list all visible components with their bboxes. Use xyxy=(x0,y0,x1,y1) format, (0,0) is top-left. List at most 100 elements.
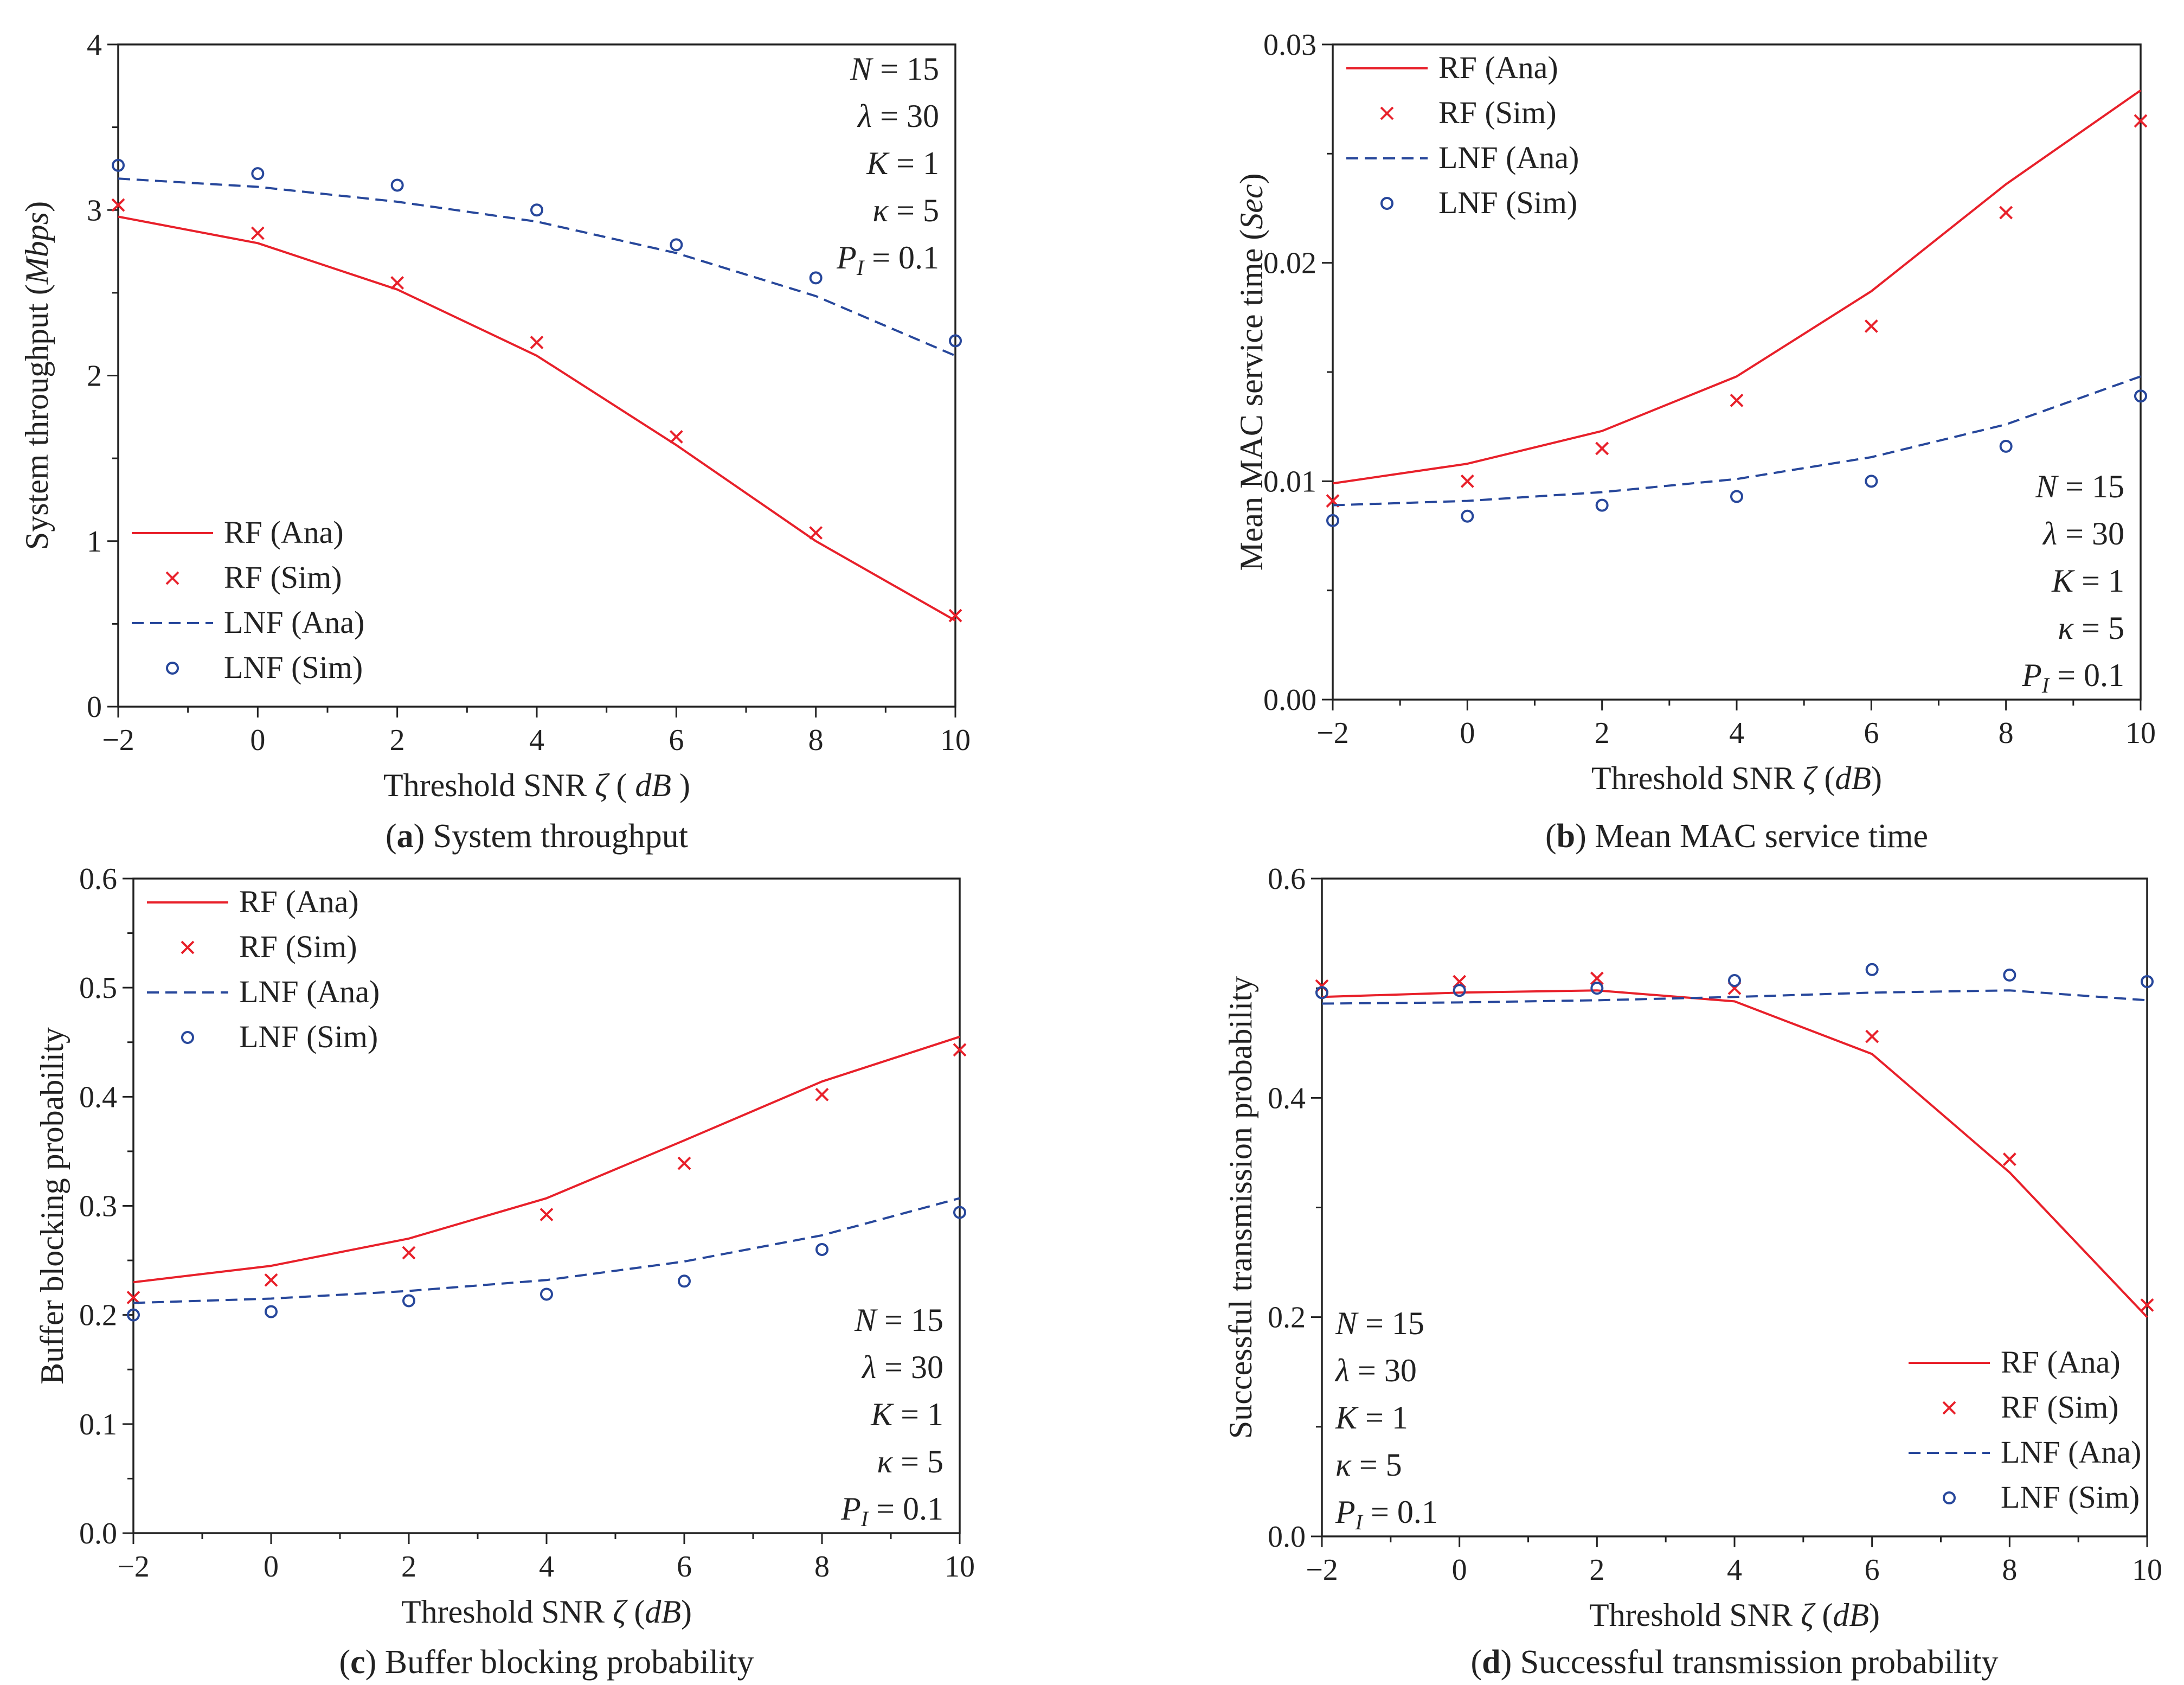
x-tick-label: −2 xyxy=(102,723,134,757)
x-axis-label: Threshold SNR ζ (dB) xyxy=(401,1594,692,1630)
rf-sim-marker xyxy=(1595,441,1609,456)
lnf-sim-marker xyxy=(2134,389,2147,403)
legend-label: LNF (Ana) xyxy=(224,605,364,640)
rf-sim-marker-stroke-b xyxy=(948,608,962,623)
lnf-sim-marker xyxy=(265,1305,278,1318)
x-tick-label: 8 xyxy=(1999,716,2014,750)
chart-panel-c: −2 0 2 4 6 8 10 0.0 0.1 0.2 0.3 0.4 0.5 0.6 Threshold … xyxy=(34,862,975,1681)
x-tick-label: 6 xyxy=(669,723,684,757)
rf-sim-marker-stroke-b xyxy=(530,336,544,349)
x-tick-label: −2 xyxy=(1306,1553,1338,1587)
series-marker-x xyxy=(1315,971,2154,1312)
param-kappa: κ = 5 xyxy=(2058,610,2124,646)
lnf-sim-marker xyxy=(127,1308,140,1322)
param-N: N = 15 xyxy=(854,1302,943,1338)
parameter-annotation: N = 15 λ = 30 K = 1 κ = 5 PI = 0.1 xyxy=(836,51,939,280)
param-PI: PI = 0.1 xyxy=(836,240,939,280)
rf-sim-marker-stroke-b xyxy=(250,226,265,240)
series-marker-x xyxy=(126,1043,967,1304)
x-tick-label: 8 xyxy=(814,1550,830,1584)
param-N: N = 15 xyxy=(850,51,939,87)
lnf-sim-marker xyxy=(1999,439,2013,453)
x-tick-label: 6 xyxy=(1865,1553,1880,1587)
panel-caption: (c) Buffer blocking probability xyxy=(339,1644,754,1681)
lnf-sim-marker xyxy=(2141,975,2154,989)
rf-sim-marker xyxy=(2140,1298,2154,1312)
rf-sim-marker-stroke-b xyxy=(809,526,823,540)
rf-sim-marker xyxy=(948,608,962,623)
lnf-sim-marker xyxy=(402,1294,415,1308)
chart-panel-d: −2 0 2 4 6 8 10 0.0 0.2 0.4 0.6 Threshold SNR ζ (dB… xyxy=(1223,862,2162,1681)
param-K: K = 1 xyxy=(2051,563,2124,599)
y-tick-label: 0.0 xyxy=(79,1517,117,1551)
rf-sim-marker-stroke-b xyxy=(815,1087,829,1101)
y-tick-label: 2 xyxy=(87,360,102,393)
x-tick-label: 4 xyxy=(529,723,544,757)
x-tick-label: 2 xyxy=(390,723,405,757)
rf-sim-marker-stroke-b xyxy=(1730,393,1744,407)
lnf-sim-marker xyxy=(530,203,543,217)
x-tick-label: 0 xyxy=(1460,716,1475,750)
series-dashed xyxy=(133,1197,960,1304)
rf-sim-marker-stroke-b xyxy=(1590,971,1604,985)
lnf-ana-line xyxy=(133,1197,960,1304)
lnf-sim-marker xyxy=(1590,982,1604,995)
lnf-sim-marker xyxy=(112,158,125,172)
y-tick-label: 0.6 xyxy=(1268,862,1306,896)
rf-sim-marker xyxy=(539,1208,554,1222)
x-tick-label: 10 xyxy=(2132,1553,2162,1587)
x-axis-label: Threshold SNR ζ (dB) xyxy=(1589,1597,1880,1633)
legend-label: RF (Sim) xyxy=(2001,1389,2119,1425)
series-line xyxy=(133,1035,960,1284)
lnf-ana-line xyxy=(1332,375,2141,507)
lnf-ana-line xyxy=(1321,989,2148,1005)
lnf-sim-marker xyxy=(1728,974,1741,988)
panel-caption: (a) System throughput xyxy=(386,818,688,855)
x-tick-label: 2 xyxy=(1595,716,1610,750)
param-PI: PI = 0.1 xyxy=(840,1491,943,1531)
legend-label: LNF (Sim) xyxy=(224,650,363,685)
y-tick-label: 0.00 xyxy=(1263,683,1316,717)
series-marker-o xyxy=(1326,389,2147,527)
rf-sim-marker xyxy=(111,198,125,212)
x-tick-label: 6 xyxy=(677,1550,692,1584)
y-tick-label: 0.5 xyxy=(79,971,117,1005)
rf-sim-marker xyxy=(1730,393,1744,407)
y-tick-label: 0.4 xyxy=(79,1080,117,1114)
x-axis-label: Threshold SNR ζ (dB) xyxy=(1591,760,1882,796)
param-N: N = 15 xyxy=(2035,469,2124,504)
rf-sim-marker xyxy=(2134,114,2148,128)
rf-sim-marker-stroke-b xyxy=(1460,474,1474,488)
legend-swatch-rf-sim xyxy=(1942,1401,1956,1415)
legend-label: RF (Ana) xyxy=(1438,50,1558,85)
series-line xyxy=(1332,89,2142,485)
rf-sim-marker xyxy=(2002,1152,2016,1166)
y-tick-label: 3 xyxy=(87,194,102,227)
legend-swatch-rf-sim xyxy=(165,571,179,585)
rf-sim-marker-stroke-b xyxy=(126,1291,140,1304)
series-line xyxy=(1321,989,2148,1318)
lnf-sim-marker xyxy=(678,1274,691,1288)
y-tick-label: 0.1 xyxy=(79,1408,117,1441)
rf-sim-marker-stroke-b xyxy=(953,1043,967,1057)
rf-sim-marker xyxy=(1864,319,1878,333)
rf-sim-marker xyxy=(809,526,823,540)
rf-sim-marker-stroke-b xyxy=(390,276,404,290)
rf-sim-marker xyxy=(677,1156,691,1170)
rf-sim-marker xyxy=(1865,1029,1879,1043)
rf-sim-marker xyxy=(669,430,683,444)
legend: RF (Ana) RF (Sim) LNF (Ana) LNF (Sim) xyxy=(1909,1344,2141,1515)
lnf-sim-marker xyxy=(2003,968,2016,982)
series-dashed xyxy=(118,177,956,357)
legend-label: LNF (Sim) xyxy=(1438,185,1577,220)
rf-ana-line xyxy=(133,1035,960,1284)
rf-sim-marker-stroke-b xyxy=(1864,319,1878,333)
lnf-sim-marker xyxy=(1461,509,1474,523)
param-lambda: λ = 30 xyxy=(2042,516,2124,552)
lnf-sim-marker xyxy=(670,238,683,252)
x-tick-label: −2 xyxy=(1316,716,1349,750)
rf-sim-marker-stroke-b xyxy=(2002,1152,2016,1166)
chart-panel-b: −2 0 2 4 6 8 10 0.00 0.01 0.02 0.03 Threshold SNR ζ… xyxy=(1234,28,2156,855)
panel-caption: (d) Successful transmission probability xyxy=(1471,1644,1999,1681)
y-tick-label: 0.01 xyxy=(1263,465,1316,498)
